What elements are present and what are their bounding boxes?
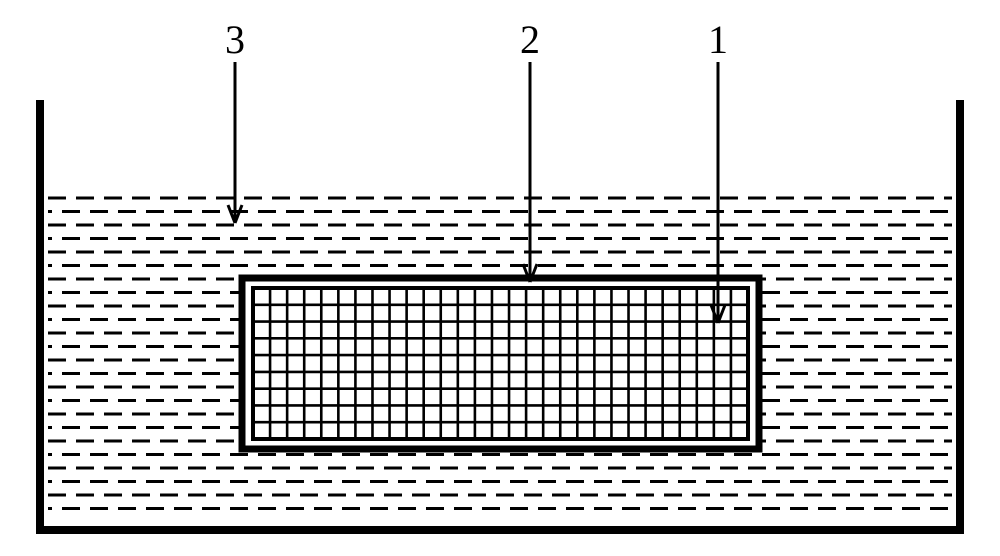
callout-label-1: 1: [708, 16, 728, 63]
callout-label-2: 2: [520, 16, 540, 63]
callout-label-3: 3: [225, 16, 245, 63]
block-grid: [253, 288, 748, 439]
diagram-svg: [0, 0, 1000, 556]
callout-2: [523, 62, 537, 282]
diagram-canvas: 3 2 1: [0, 0, 1000, 556]
